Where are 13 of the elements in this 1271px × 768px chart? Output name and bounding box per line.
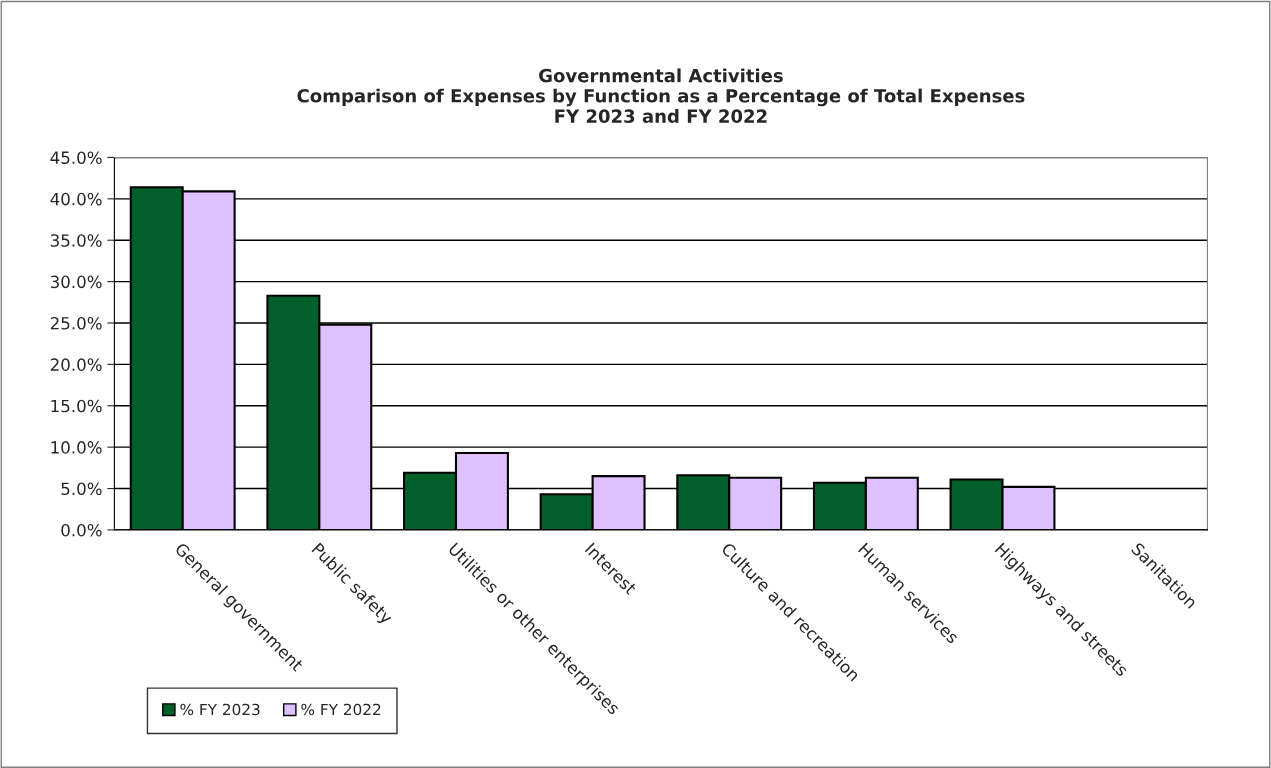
y-tick-label: 0.0% (61, 523, 102, 537)
y-tick-label: 5.0% (61, 482, 102, 496)
y-tick-label: 25.0% (50, 316, 102, 330)
y-tick-label: 30.0% (50, 275, 102, 289)
legend-label: % FY 2022 (301, 703, 381, 716)
y-tick-label: 15.0% (51, 399, 102, 413)
y-tick-label: 45.0% (50, 151, 102, 165)
y-tick-label: 40.0% (50, 192, 102, 206)
legend-label: % FY 2023 (180, 703, 260, 716)
chart-title: Governmental Activities Comparison of Expenses by Function as a Percentage of Total Expenses FY 2023 and FY 2022 (297, 68, 1025, 123)
y-tick-label: 20.0% (50, 358, 102, 371)
y-tick-label: 10.0% (51, 441, 102, 454)
y-tick-label: 35.0% (50, 234, 102, 247)
